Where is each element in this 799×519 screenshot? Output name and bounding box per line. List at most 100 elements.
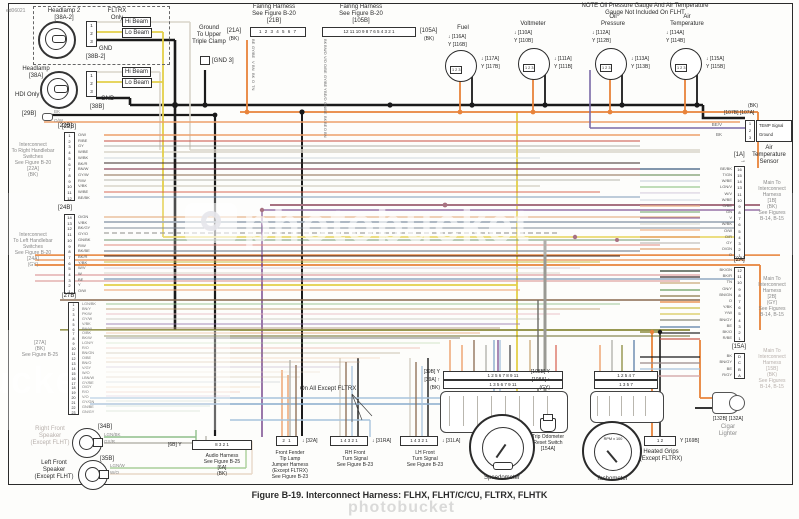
heated-grips-label: Heated Grips (Except FLTRX) xyxy=(639,449,683,462)
voltmeter-conn-b: Y [110B] xyxy=(514,38,533,44)
connector-22b-label: [22B] xyxy=(62,124,77,130)
tach-conn-color: (GY) xyxy=(539,385,550,391)
connector-27b: 1 2 3 4 5 6 7 8 9 10 11 12 13 14 15 16 17 18 19 20 21 22 23 xyxy=(68,302,79,415)
main-to-interconnect-15b: Main To Interconnect Harness [15B] (BK) … xyxy=(758,348,786,390)
air-temp-sensor-label: Air Temperature Sensor xyxy=(752,145,786,165)
heated-grips-pins: 1 2 xyxy=(644,436,676,446)
air-conn-b: Y [114B] xyxy=(666,38,685,44)
connector-24b: 14 13 12 11 10 9 8 7 6 5 4 3 2 1 xyxy=(64,214,75,294)
connector-15a-wirecodes: BK BN/GY BE R/GY xyxy=(719,353,732,377)
tach-pins-a: 1 3 5 7 xyxy=(594,380,658,389)
right-front-speaker-label: Right Front Speaker (Except FLHT) xyxy=(30,426,70,446)
headlamp2-label: Headlamp 2 [38A-2] xyxy=(47,8,81,21)
connector-1a: 16 15 14 13 11 10 9 8 7 6 5 4 3 2 1 xyxy=(734,166,745,259)
speaker-l-conn: [35B] xyxy=(100,456,115,462)
temp-sensor-conns: [107B] [107A] xyxy=(724,110,755,116)
tach-conn-108a: [108A] ↑ xyxy=(531,377,550,383)
left-front-speaker-icon xyxy=(78,460,109,490)
right-front-speaker-icon xyxy=(72,428,103,458)
ground-clamp-label: Ground To Upper Triple Clamp xyxy=(192,25,226,45)
watermark-band xyxy=(0,193,799,255)
main-to-interconnect-2b: Main To Interconnect Harness [2B] (GY) S… xyxy=(758,276,786,318)
tach-connector-body xyxy=(590,391,664,423)
connector-2a: 12 11 10 9 8 7 6 5 4 3 2 1 xyxy=(734,267,745,342)
diagram-border xyxy=(8,3,793,485)
oil-pressure-icon: 1 2 3 xyxy=(595,48,627,80)
connector-29b-label: [29B] xyxy=(22,111,37,117)
fltrx-only-label: FLTRX Only xyxy=(107,8,127,21)
fairing-harness-105b-label: Fairing Harness See Figure B-20 [105B] xyxy=(339,4,383,24)
voltmeter-sub-b: Y [111B] xyxy=(554,64,573,70)
watermark-fade-area xyxy=(0,330,230,430)
fltrx-only-group-box xyxy=(33,6,170,65)
headlamp1-icon xyxy=(40,71,78,109)
air-temp-gauge-label: Air Temperature xyxy=(670,14,704,27)
fuel-conn-a: ↓ [116A] xyxy=(448,34,466,40)
lh-turn-conn-31la: ↓ [31LA] xyxy=(442,438,461,444)
connector-105b-pins: 12 11 10 9 8 7 6 5 4 3 2 1 xyxy=(322,27,416,37)
on-all-except-fltrx-label: On All Except FLTRX xyxy=(300,386,357,392)
speaker-l-wire1: LGN/W xyxy=(110,463,125,468)
connector-105a-color: (BK) xyxy=(424,36,434,42)
fairing-harness-21b-label: Fairing Harness See Figure B-20 [21B] xyxy=(252,4,296,24)
figure-caption: Figure B-19. Interconnect Harness: FLHX,… xyxy=(251,490,548,500)
temp-sensor-bk: (BK) xyxy=(748,103,758,109)
temp-sensor-rows: TEMP Signal Ground xyxy=(756,120,792,142)
connector-105a-label: [105A] xyxy=(420,28,438,34)
fuel-sub-a: ↓ [117A] xyxy=(481,56,499,62)
temp-wire-bev: BE/V xyxy=(711,122,722,127)
rh-front-turn-signal-label: RH Front Turn Signal See Figure B-23 xyxy=(336,450,374,468)
headlamp1-label: Headlamp [38A] xyxy=(22,66,50,79)
wire-29b-ow: O/W xyxy=(54,118,63,123)
heated-grips-conn: Y [169B] xyxy=(680,438,700,444)
air-sub-b: Y [115B] xyxy=(706,64,725,70)
wire-29b-bk: BK xyxy=(54,109,61,114)
connector-24b-wirecodes: O/GN V/BK BK/GY GY/O GN/BK R/W BK/BE BK/R Y/BK W/… xyxy=(78,214,91,294)
connector-27b-wirecodes: LGN/BK BN/Y PK/W GY/W V/BK BN/W O/BK BK/W LGN/Y R… xyxy=(82,302,96,414)
connector-27a-label: [27A] (BK) See Figure B-25 xyxy=(21,340,59,358)
connector-15a-label: [15A] xyxy=(732,344,747,350)
oil-pressure-label: Oil Pressure xyxy=(600,14,625,27)
cigar-lighter-icon xyxy=(712,392,745,414)
voltmeter-conn-a: ↓ [110A] xyxy=(514,30,532,36)
speedo-conn-color: (BK) xyxy=(430,385,440,391)
connector-24b-top-label: [24B] xyxy=(58,205,73,211)
connector-105b-wirecodes: BK BN/O V/O O/BE GY/BE Y BE/O GN/BE BK BE O BN xyxy=(323,39,328,138)
lh-front-turn-signal-label: LH Front Turn Signal See Figure B-23 xyxy=(406,450,444,468)
fender-connector-pins: 2 1 xyxy=(276,436,298,446)
note-text: NOTE Oil Pressure Gauge And Air Temperat… xyxy=(581,3,709,16)
connector-29b-icon xyxy=(42,113,53,121)
photobucket-watermark-bottom: photobucket xyxy=(348,499,455,516)
gnd3-label: [GND 3] xyxy=(212,58,234,64)
front-fender-tip-lamp-label: Front Fender Tip Lamp Jumper Harness (Ex… xyxy=(271,450,309,480)
connector-1a-label: [1A] xyxy=(734,152,745,158)
speaker-r-wire1: LGN/BK xyxy=(104,432,121,437)
tachometer-label: Tachometer xyxy=(596,476,628,482)
cigar-lighter-label: Cigar Lighter xyxy=(718,424,738,437)
connector-22b-top-label: [22B] xyxy=(58,123,73,129)
trip-odometer-reset-label: Trip Odometer Reset Switch [154A] xyxy=(531,434,565,452)
speaker-r-conn: [34B] xyxy=(98,424,113,430)
connector-22a: 1 2 3 4 5 6 7 8 9 10 11 12 xyxy=(64,132,75,201)
ground-clamp-icon xyxy=(200,56,210,65)
speedo-pins-a: 1 3 5 6 7 9 11 xyxy=(443,380,563,389)
connector-21b-pins: 1 2 3 4 5 6 7 xyxy=(250,27,306,37)
voltmeter-label: Voltmeter xyxy=(520,21,546,27)
cigar-lighter-conns: [132B] [132A] xyxy=(712,416,744,422)
headlamp1-lo-beam-label: Lo Beam xyxy=(122,78,153,88)
oil-conn-b: Y [112B] xyxy=(592,38,611,44)
lh-turn-connector-pins: 1 4 3 2 1 xyxy=(400,436,438,446)
audio-conn-6b: [6B] Y xyxy=(168,442,182,448)
audio-harness-label: Audio Harness See Figure B-25 [6A] (BK) xyxy=(203,453,241,477)
speaker-l-wire2: W/O xyxy=(110,470,119,475)
hdi-only-label: HDI Only xyxy=(15,92,40,98)
interconnect-right-handlebar-label: Interconnect To Right Handlebar Switches… xyxy=(11,142,55,178)
fuel-conn-b: Y [116B] xyxy=(448,42,467,48)
headlamp1-hi-beam-label: Hi Beam xyxy=(122,67,152,77)
connector-1a-arrow: → xyxy=(740,158,746,164)
connector-21a-label: [21A] xyxy=(226,28,241,34)
